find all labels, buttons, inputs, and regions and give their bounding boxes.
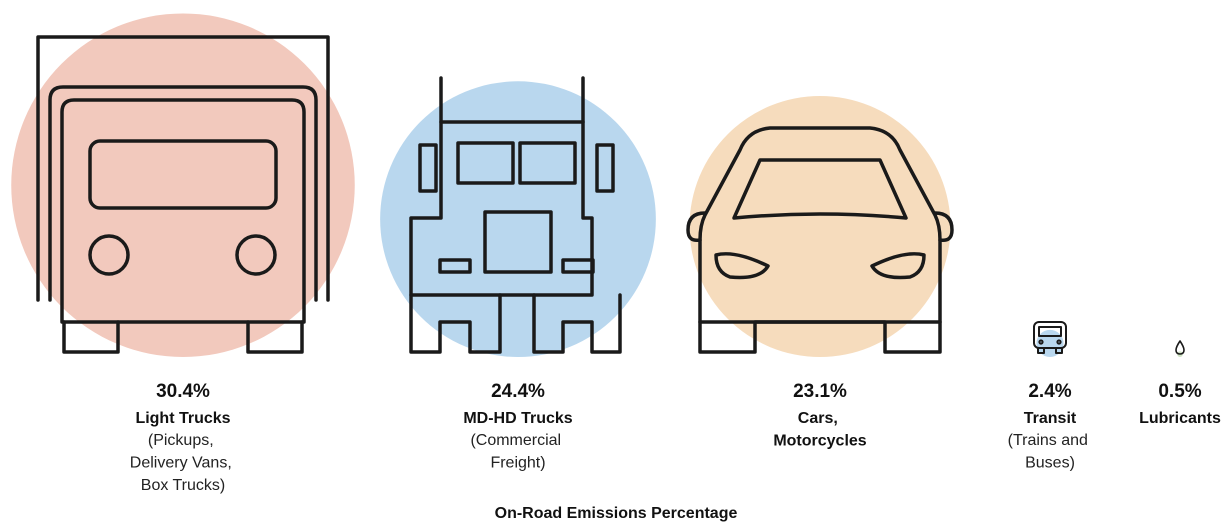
category-description: (Pickups, Delivery Vans, Box Trucks) <box>130 432 236 494</box>
category-label: Light Trucks <box>135 410 230 427</box>
labels: 30.4% Light Trucks (Pickups, Delivery Vans… <box>130 381 1221 494</box>
bubble <box>380 81 656 357</box>
value-label: 2.4% <box>1028 381 1071 402</box>
category-description: (Commercial Freight) <box>470 432 565 471</box>
bubble <box>689 95 951 357</box>
chart-title: On-Road Emissions Percentage <box>495 505 738 522</box>
bus-icon <box>1033 321 1067 354</box>
light-truck-icon <box>36 35 330 354</box>
value-label: 0.5% <box>1158 381 1201 402</box>
value-label: 30.4% <box>156 381 210 402</box>
category-label: Transit <box>1024 410 1077 427</box>
category-label: Cars, Motorcycles <box>773 410 866 449</box>
category-description: (Trains and Buses) <box>1008 432 1093 471</box>
value-label: 23.1% <box>793 381 847 402</box>
category-label: Lubricants <box>1139 410 1221 427</box>
value-label: 24.4% <box>491 381 545 402</box>
drop-icon <box>1175 340 1185 355</box>
car-icon <box>686 126 954 354</box>
category-label: MD-HD Trucks <box>463 410 572 427</box>
icons <box>36 35 1185 355</box>
semi-truck-icon <box>409 76 622 354</box>
